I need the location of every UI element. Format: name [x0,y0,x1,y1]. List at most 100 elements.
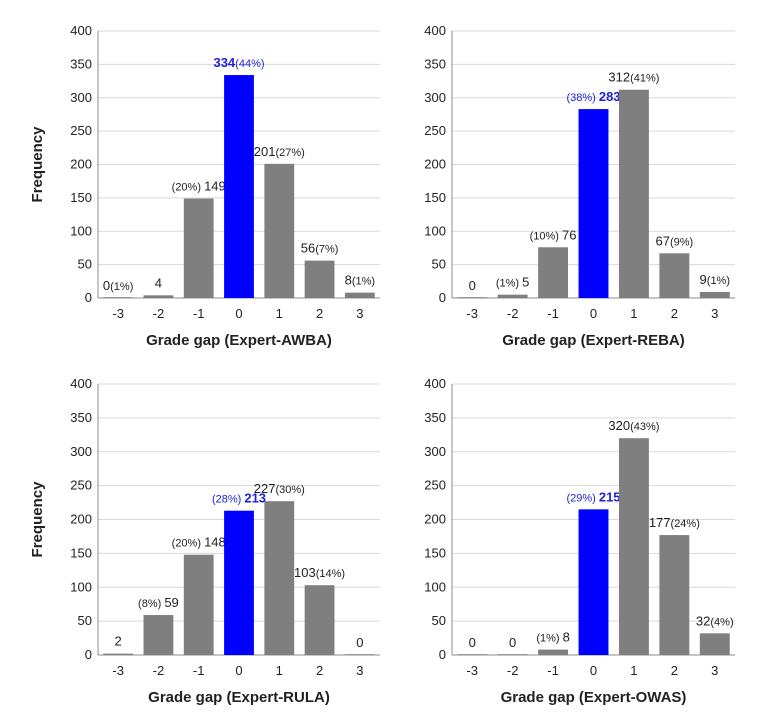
x-tick-label: 0 [590,663,597,678]
data-label: 227(30%) [254,481,305,496]
y-tick-label: 300 [424,444,446,459]
x-tick-label: -1 [193,306,205,321]
bar [699,633,730,655]
data-label: (10%) 76 [530,227,577,242]
data-label: (1%) 8 [536,630,570,645]
y-tick-label: 100 [70,223,92,238]
x-tick-label: 3 [711,306,718,321]
data-label: (38%) 283 [566,89,620,104]
y-tick-label: 350 [424,410,446,425]
bar-highlight [224,75,254,299]
x-tick-label: -1 [547,306,559,321]
data-label: 4 [155,275,162,290]
y-tick-label: 0 [439,290,446,305]
chart-panel: 0 50 100 150 200 250 300 350 400 -3 2 -2 (8%) 59 -1 (2… [29,376,380,706]
data-label: 9(1%) [700,272,730,287]
x-tick-label: -2 [507,663,519,678]
data-label: 0 [356,635,363,650]
data-label: 201(27%) [254,144,305,159]
bar [183,554,214,655]
x-tick-label: 3 [356,663,363,678]
y-tick-label: 400 [70,23,92,38]
bar [264,163,295,298]
data-label: 0(1%) [103,278,133,293]
x-tick-label: 1 [630,306,637,321]
x-tick-label: 2 [671,663,678,678]
x-tick-label: 2 [671,306,678,321]
data-label: 32(4%) [696,613,734,628]
x-tick-label: -1 [547,663,559,678]
bar [659,535,690,655]
data-label: 0 [509,635,516,650]
bar [183,198,214,298]
bar [538,649,569,655]
x-tick-label: 2 [316,306,323,321]
y-tick-label: 100 [70,579,92,594]
y-tick-label: 0 [85,647,92,662]
x-tick-label: 0 [235,306,242,321]
x-tick-label: -1 [193,663,205,678]
bar-highlight [224,510,254,655]
x-axis-label: Grade gap (Expert-AWBA) [146,332,332,349]
y-tick-label: 200 [70,157,92,172]
x-tick-label: 2 [316,663,323,678]
y-tick-label: 50 [78,613,92,628]
y-tick-label: 350 [424,56,446,71]
x-tick-label: -2 [153,663,165,678]
bar [457,654,488,655]
y-tick-label: 0 [439,647,446,662]
y-tick-label: 100 [424,579,446,594]
x-tick-label: -3 [466,663,478,678]
y-tick-label: 250 [424,123,446,138]
x-tick-label: 3 [356,306,363,321]
bar [618,89,649,299]
bar [103,297,134,298]
y-tick-label: 150 [70,545,92,560]
x-tick-label: 1 [630,663,637,678]
y-tick-label: 50 [432,613,446,628]
data-label: 8(1%) [345,273,375,288]
x-tick-label: 1 [276,663,283,678]
bar [699,291,730,298]
x-tick-label: -3 [112,306,124,321]
x-tick-label: 0 [590,306,597,321]
bar [344,654,375,655]
y-axis-label: Frequency [29,126,46,203]
x-axis-label: Grade gap (Expert-OWAS) [501,689,687,706]
data-label: (1%) 5 [496,275,530,290]
y-tick-label: 150 [424,190,446,205]
y-tick-label: 200 [70,512,92,527]
y-tick-label: 0 [85,290,92,305]
y-tick-label: 300 [70,444,92,459]
data-label: 103(14%) [294,565,345,580]
data-label: 334(44%) [213,55,264,70]
data-label: (20%) 148 [172,535,226,550]
y-axis-label: Frequency [29,481,46,558]
bar [304,260,335,298]
data-label: (28%) 213 [212,491,266,506]
data-label: (8%) 59 [138,595,179,610]
x-tick-label: -3 [112,663,124,678]
x-tick-label: -2 [507,306,519,321]
x-tick-label: -2 [153,306,165,321]
data-label: 56(7%) [301,241,339,256]
y-tick-label: 250 [70,478,92,493]
y-tick-label: 400 [70,376,92,391]
y-tick-label: 350 [70,410,92,425]
bar [344,292,375,298]
bar [103,653,134,655]
chart-panel: 0 50 100 150 200 250 300 350 400 -3 0 -2 (1%) 5 -1 (10… [424,23,735,349]
data-label: (20%) 149 [172,179,226,194]
x-axis-label: Grade gap (Expert-RULA) [148,689,330,706]
x-tick-label: -3 [466,306,478,321]
bar [143,615,174,655]
y-tick-label: 100 [424,223,446,238]
y-tick-label: 250 [424,478,446,493]
bar [497,654,528,655]
bar [618,438,649,655]
y-tick-label: 50 [78,257,92,272]
y-tick-label: 200 [424,157,446,172]
y-tick-label: 200 [424,512,446,527]
bar [497,294,528,298]
